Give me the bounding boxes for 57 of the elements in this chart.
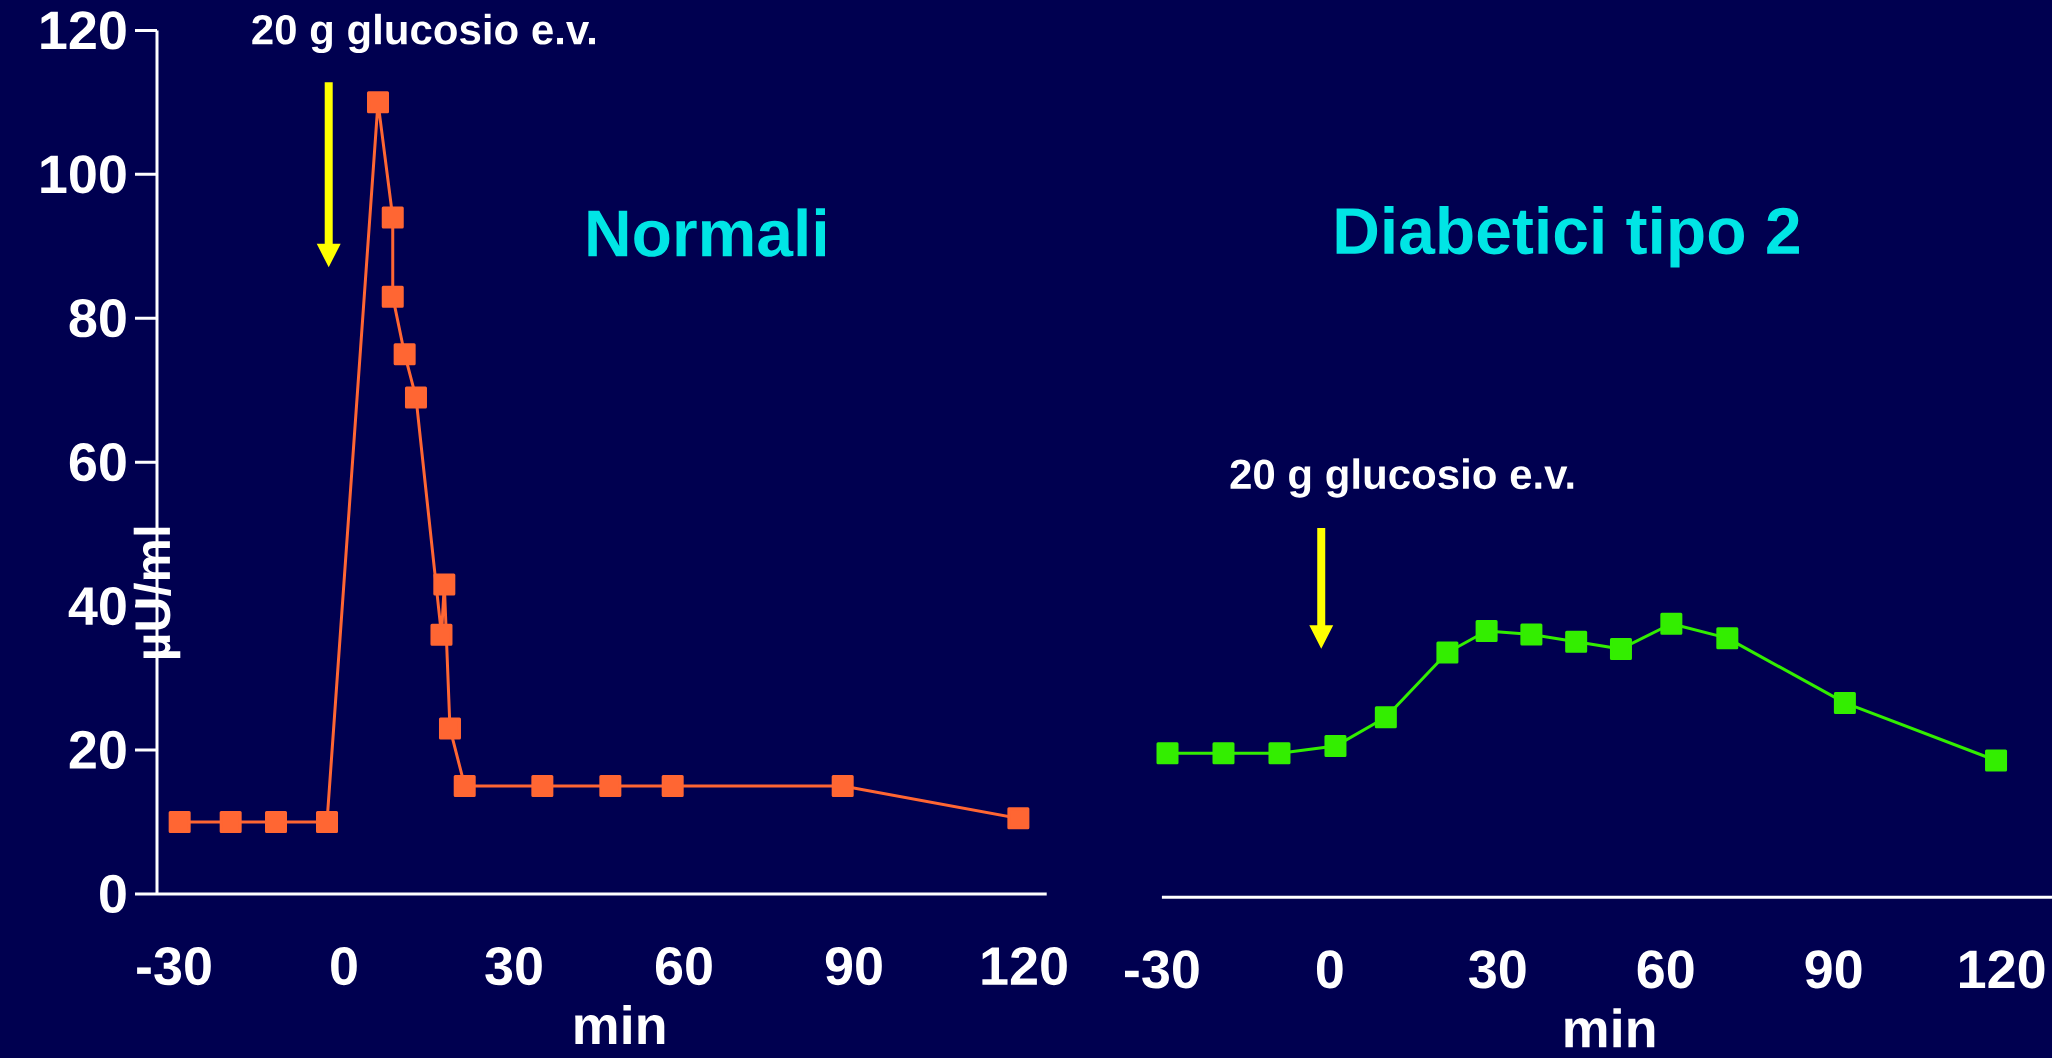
y-tick-label: 80 <box>69 299 126 338</box>
text: Normali <box>588 208 825 257</box>
x-tick-label: -30 <box>1125 950 1199 989</box>
y-tick-label: 60 <box>69 443 126 482</box>
point <box>1324 735 1347 758</box>
point <box>1565 630 1588 653</box>
point <box>1156 742 1179 765</box>
point <box>433 573 456 596</box>
point <box>1212 742 1235 765</box>
x-tick-label: 120 <box>982 946 1067 986</box>
point <box>531 774 554 797</box>
y-tick-label: 40 <box>68 586 126 626</box>
point <box>1374 706 1397 729</box>
x-tick-label: 30 <box>1469 950 1526 989</box>
point <box>438 717 461 740</box>
point <box>453 774 476 797</box>
annotation: 20 g glucosio e.v. <box>1230 458 1574 498</box>
point <box>265 810 288 833</box>
point <box>367 91 390 114</box>
y-tick-label: 0 <box>100 874 126 914</box>
point <box>1007 807 1030 830</box>
point <box>1268 742 1291 765</box>
point <box>219 810 242 833</box>
x-tick-label: 30 <box>485 946 542 986</box>
point <box>168 810 191 833</box>
x-axis-title: min <box>1565 1008 1655 1048</box>
point <box>316 810 339 833</box>
point <box>1716 627 1739 650</box>
point <box>393 343 416 366</box>
point <box>1985 749 2008 772</box>
x-tick-label: 0 <box>1316 950 1343 989</box>
x-tick-label: 120 <box>1960 950 2045 989</box>
x-tick-label: 0 <box>331 946 357 986</box>
point <box>404 386 427 409</box>
point <box>599 774 622 797</box>
point <box>1475 619 1498 642</box>
y-tick-label: 100 <box>41 155 126 194</box>
point <box>1660 612 1683 635</box>
x-tick-label: 90 <box>1805 950 1862 989</box>
point <box>661 774 684 797</box>
point <box>1520 623 1543 646</box>
x-axis-title: min <box>575 1004 665 1045</box>
point <box>831 774 854 797</box>
point <box>1436 641 1459 664</box>
y-tick-label: 120 <box>41 11 126 50</box>
point <box>1609 637 1632 660</box>
y-tick-label: 20 <box>69 730 126 770</box>
point <box>1833 691 1856 714</box>
x-tick-label: 90 <box>825 946 882 986</box>
point <box>430 623 453 646</box>
x-tick-label: 60 <box>655 946 712 986</box>
annotation: 20 g glucosio e.v. <box>252 13 595 54</box>
text: Diabetici tipo 2 <box>1336 205 1799 268</box>
point <box>381 206 404 229</box>
point <box>381 285 404 308</box>
x-tick-label: -30 <box>137 946 211 986</box>
x-tick-label: 60 <box>1637 950 1694 989</box>
